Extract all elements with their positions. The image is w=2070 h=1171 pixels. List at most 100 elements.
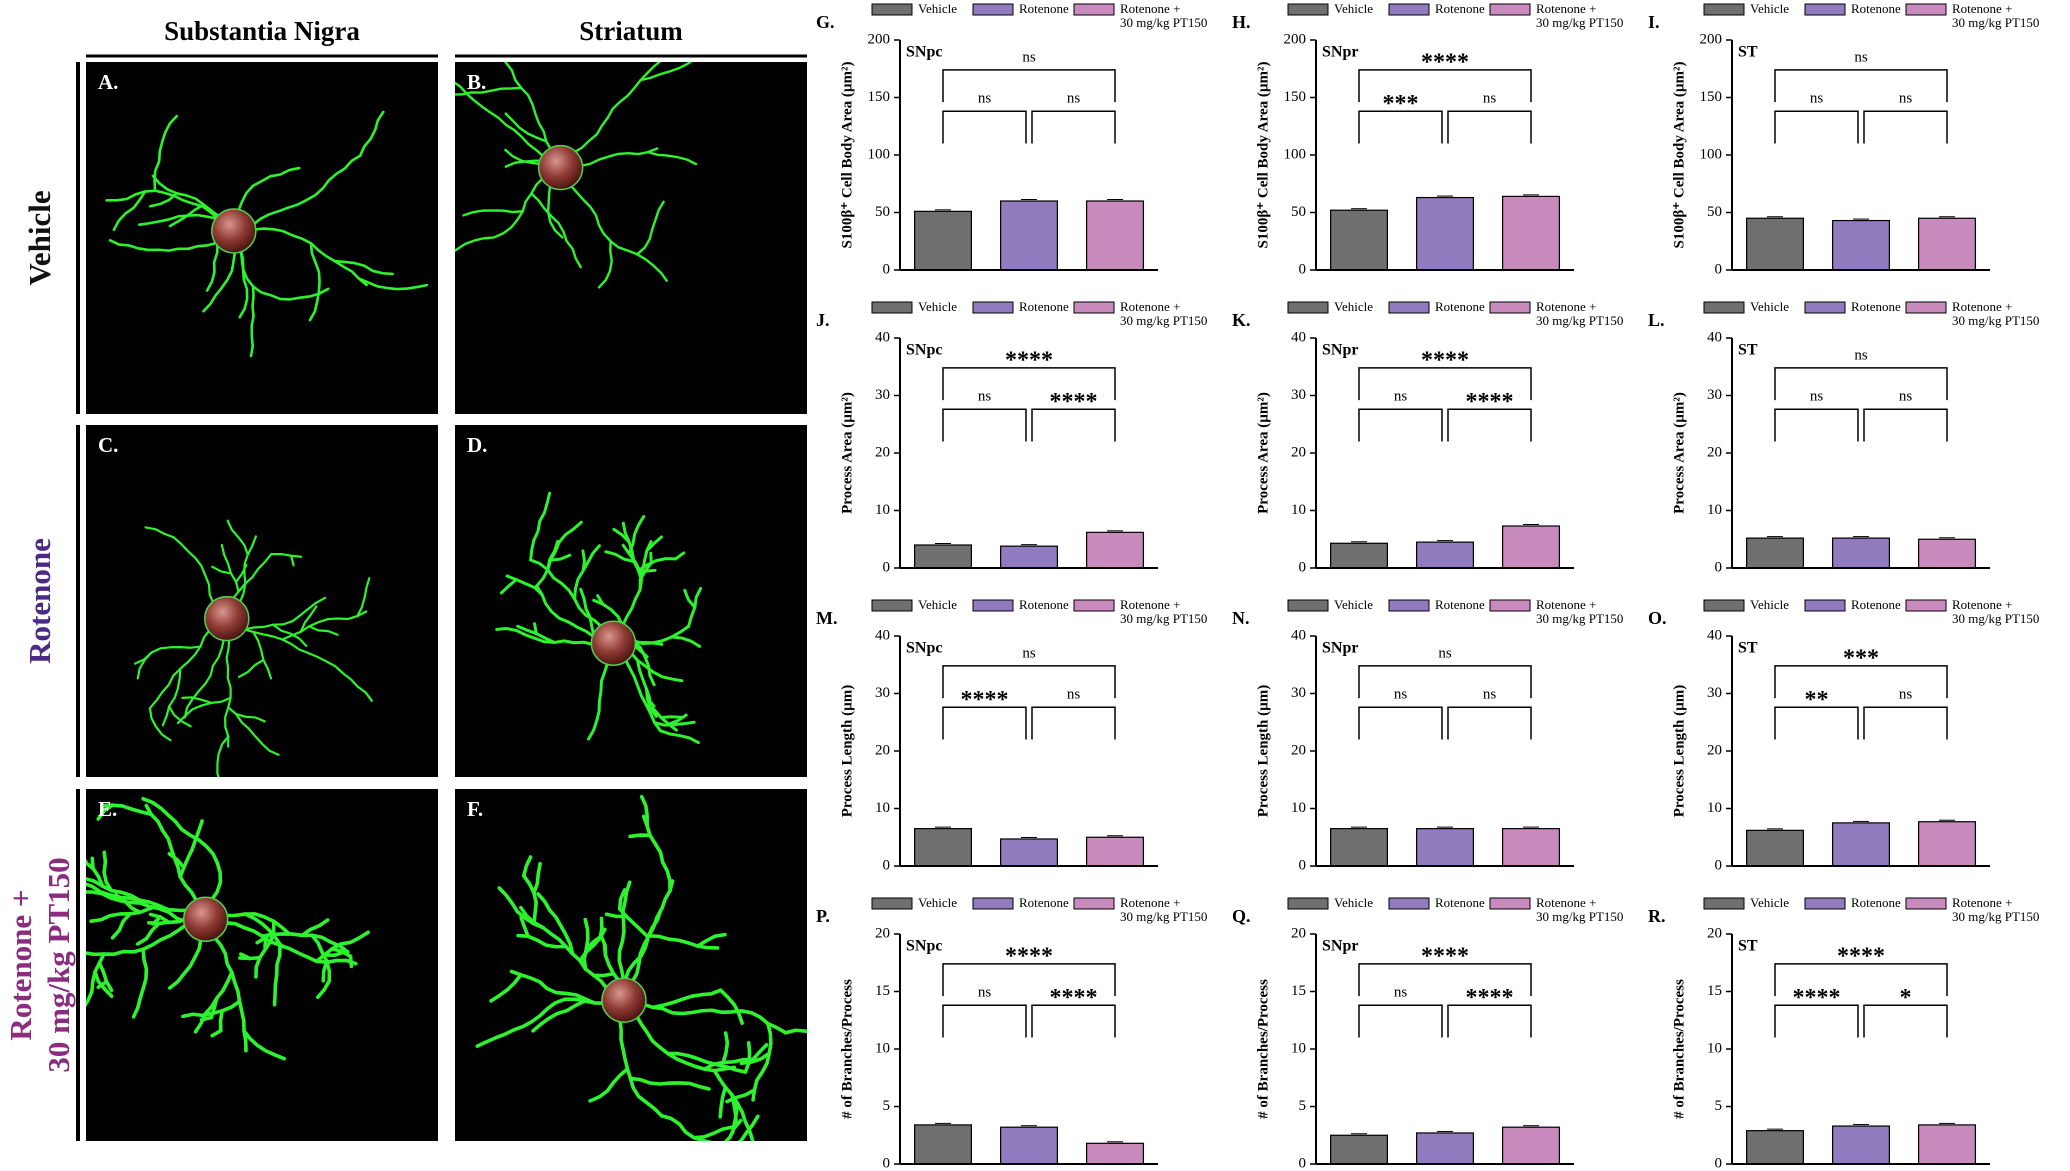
cell — [495, 491, 703, 745]
y-axis-label: Process Area (µm²) — [839, 392, 855, 514]
y-tick-label: 30 — [1291, 387, 1306, 403]
process — [627, 515, 646, 555]
process — [582, 917, 590, 971]
process — [148, 706, 172, 742]
significance-label: ns — [1899, 91, 1913, 107]
y-tick-label: 0 — [1299, 261, 1307, 277]
cell-panel: C. — [86, 425, 438, 777]
process — [220, 543, 240, 593]
significance-label: ns — [1067, 687, 1081, 703]
y-tick-label: 40 — [1707, 329, 1722, 345]
process — [148, 912, 171, 925]
process — [67, 837, 72, 845]
y-tick-label: 10 — [875, 1040, 890, 1056]
bar — [1330, 828, 1388, 867]
region-label: SNpc — [906, 938, 942, 955]
bracket — [1031, 408, 1116, 442]
y-axis-label: Process Area (µm²) — [1255, 392, 1271, 514]
image-panel — [455, 425, 807, 777]
y-tick-label: 50 — [1707, 204, 1722, 220]
y-tick-label: 10 — [1707, 1040, 1722, 1056]
bar — [1330, 542, 1388, 569]
process — [737, 1114, 760, 1141]
y-tick-label: 30 — [875, 685, 890, 701]
legend-label: Rotenone + 30 mg/kg PT150 — [1120, 895, 1208, 924]
process — [636, 557, 678, 572]
y-tick-label: 30 — [1707, 387, 1722, 403]
y-tick-label: 20 — [1291, 742, 1306, 758]
y-tick-label: 150 — [1284, 89, 1307, 105]
process — [499, 578, 518, 595]
process — [559, 166, 668, 282]
process — [631, 639, 656, 687]
process — [181, 999, 242, 1019]
panel-letter: H. — [1232, 12, 1251, 32]
region-label: SNpr — [1322, 640, 1358, 657]
legend-label: Rotenone — [1435, 1, 1485, 16]
process — [249, 285, 255, 358]
significance-label: ns — [1022, 49, 1036, 65]
process — [110, 911, 132, 940]
process — [743, 1040, 752, 1074]
bar — [1416, 541, 1474, 569]
legend-swatch — [972, 897, 1014, 910]
y-tick-label: 0 — [1715, 1155, 1723, 1171]
y-tick-label: 10 — [1291, 1040, 1306, 1056]
y-axis-label: S100β⁺ Cell Body Area (µm²) — [1671, 61, 1687, 248]
bar — [1746, 1130, 1804, 1165]
region-label: SNpc — [906, 44, 942, 61]
significance-label: ns — [978, 91, 992, 107]
significance-label: ns — [1854, 49, 1868, 65]
panel-letter: F. — [467, 797, 483, 821]
panel-letter: M. — [816, 608, 838, 628]
bracket — [1863, 110, 1948, 144]
bar — [1086, 531, 1144, 569]
y-tick-label: 100 — [1284, 146, 1307, 162]
process — [721, 1031, 730, 1065]
process — [532, 861, 542, 895]
legend-label: Vehicle — [1750, 895, 1789, 910]
legend-label: Rotenone — [1435, 299, 1485, 314]
legend-label: Rotenone — [1019, 895, 1069, 910]
process — [659, 1113, 713, 1141]
legend-swatch — [1489, 301, 1531, 314]
process — [225, 617, 373, 702]
y-tick-label: 0 — [1715, 559, 1723, 575]
y-axis-label: # of Branches/Process — [1671, 979, 1687, 1119]
legend-swatch — [972, 599, 1014, 612]
bar — [1502, 828, 1560, 867]
legend-swatch — [1703, 599, 1745, 612]
process — [308, 241, 321, 322]
bar — [1086, 836, 1144, 867]
bracket — [1031, 1004, 1116, 1038]
legend-label: Vehicle — [1334, 597, 1373, 612]
panel-letter: A. — [98, 70, 118, 94]
legend-swatch — [1388, 897, 1430, 910]
process — [161, 667, 182, 727]
process — [658, 729, 700, 745]
bar — [1416, 1132, 1474, 1165]
bar — [1000, 838, 1058, 867]
process — [670, 635, 702, 648]
legend-swatch — [871, 599, 913, 612]
bracket — [1358, 110, 1443, 144]
bracket — [942, 963, 1116, 997]
legend-label: Rotenone + 30 mg/kg PT150 — [1952, 1, 2040, 30]
process — [148, 192, 178, 208]
bracket — [1447, 408, 1532, 442]
process — [702, 1057, 755, 1071]
y-axis-label: Process Length (µm) — [839, 685, 855, 818]
process — [100, 803, 153, 817]
y-axis-label: # of Branches/Process — [839, 979, 855, 1119]
y-axis-label: Process Length (µm) — [1255, 685, 1271, 818]
process — [573, 544, 601, 601]
legend-label: Rotenone — [1435, 895, 1485, 910]
process — [628, 1076, 711, 1091]
significance-label: ns — [1899, 389, 1913, 405]
process — [462, 209, 524, 217]
bracket — [1774, 1004, 1859, 1038]
significance-label: ns — [1899, 687, 1913, 703]
panel-letter: D. — [467, 433, 487, 457]
legend-swatch — [1073, 3, 1115, 16]
bar — [1000, 545, 1058, 569]
